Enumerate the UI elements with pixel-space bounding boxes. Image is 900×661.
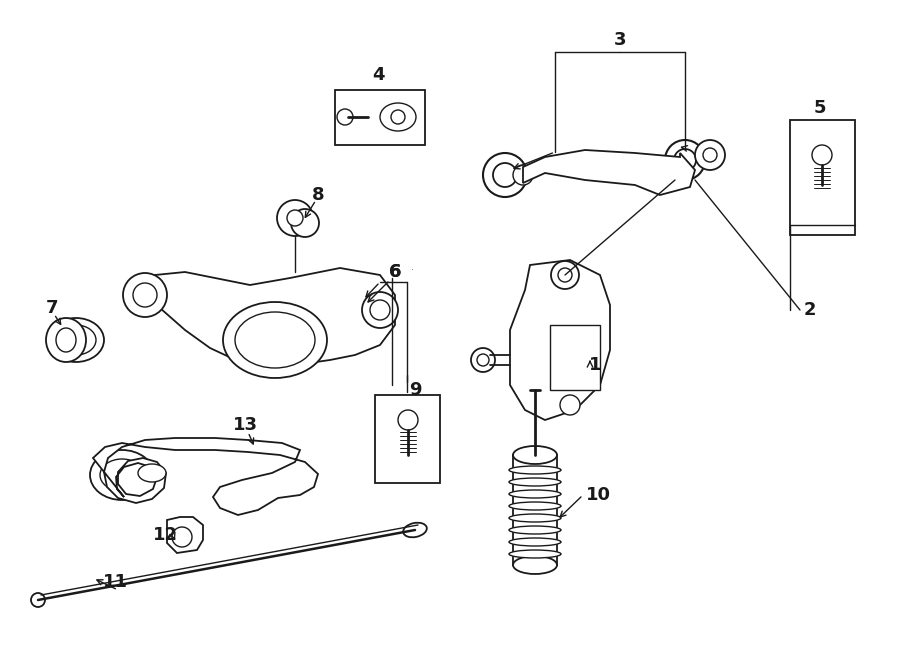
Circle shape <box>287 210 303 226</box>
Circle shape <box>172 527 192 547</box>
Ellipse shape <box>509 466 561 474</box>
Ellipse shape <box>403 523 427 537</box>
Polygon shape <box>93 438 318 515</box>
Ellipse shape <box>509 550 561 558</box>
Ellipse shape <box>133 462 163 482</box>
Text: 3: 3 <box>614 31 626 49</box>
Text: 2: 2 <box>804 301 816 319</box>
Text: 9: 9 <box>409 381 421 399</box>
Polygon shape <box>523 150 695 195</box>
Circle shape <box>337 109 353 125</box>
Polygon shape <box>510 260 610 420</box>
Ellipse shape <box>90 450 154 500</box>
Bar <box>790 120 855 235</box>
Circle shape <box>560 395 580 415</box>
Ellipse shape <box>48 318 104 362</box>
Bar <box>375 395 440 483</box>
Circle shape <box>483 153 527 197</box>
Circle shape <box>695 140 725 170</box>
Circle shape <box>551 261 579 289</box>
Circle shape <box>665 140 705 180</box>
Text: 1: 1 <box>589 356 601 374</box>
Ellipse shape <box>509 514 561 522</box>
Text: 12: 12 <box>152 526 177 544</box>
Ellipse shape <box>509 538 561 546</box>
Polygon shape <box>128 268 395 368</box>
Circle shape <box>471 348 495 372</box>
Circle shape <box>133 283 157 307</box>
Circle shape <box>277 200 313 236</box>
Ellipse shape <box>513 556 557 574</box>
Bar <box>335 90 425 145</box>
Ellipse shape <box>138 464 166 482</box>
Circle shape <box>123 273 167 317</box>
Circle shape <box>477 354 489 366</box>
Text: 6: 6 <box>389 263 401 281</box>
Ellipse shape <box>100 459 144 491</box>
Text: 13: 13 <box>232 416 257 434</box>
Circle shape <box>513 165 533 185</box>
Ellipse shape <box>46 318 86 362</box>
Text: 4: 4 <box>372 66 384 84</box>
Circle shape <box>391 110 405 124</box>
Circle shape <box>398 410 418 430</box>
Bar <box>550 325 600 390</box>
Circle shape <box>674 149 696 171</box>
Ellipse shape <box>509 502 561 510</box>
Ellipse shape <box>513 446 557 464</box>
Text: 8: 8 <box>311 186 324 204</box>
Ellipse shape <box>380 103 416 131</box>
Bar <box>513 455 557 565</box>
Circle shape <box>493 163 517 187</box>
Circle shape <box>558 268 572 282</box>
Circle shape <box>31 593 45 607</box>
Circle shape <box>370 300 390 320</box>
Polygon shape <box>167 517 203 553</box>
Circle shape <box>703 148 717 162</box>
Ellipse shape <box>223 302 327 378</box>
Ellipse shape <box>509 478 561 486</box>
Ellipse shape <box>56 325 96 355</box>
Ellipse shape <box>509 490 561 498</box>
Text: 6: 6 <box>389 263 401 281</box>
Circle shape <box>291 209 319 237</box>
Text: 11: 11 <box>103 573 128 591</box>
Text: 5: 5 <box>814 99 826 117</box>
Ellipse shape <box>235 312 315 368</box>
Ellipse shape <box>56 328 76 352</box>
Circle shape <box>812 145 832 165</box>
Ellipse shape <box>509 526 561 534</box>
Text: 7: 7 <box>46 299 58 317</box>
Circle shape <box>362 292 398 328</box>
Text: 10: 10 <box>586 486 610 504</box>
